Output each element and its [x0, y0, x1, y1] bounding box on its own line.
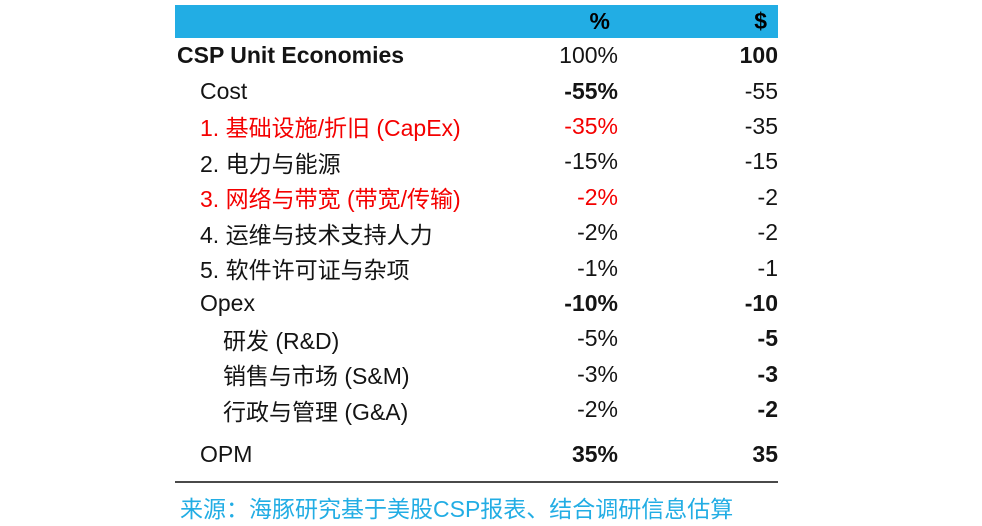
- row-label: CSP Unit Economies: [177, 42, 405, 69]
- row-percent-value: -5%: [577, 325, 618, 352]
- row-dollar-value: -2: [757, 396, 778, 423]
- row-dollar-value: -2: [757, 219, 778, 246]
- row-percent-value: -35%: [564, 112, 618, 139]
- table-row-cost: Cost -55% -55: [175, 73, 778, 108]
- table-row-csp-unit-economies: CSP Unit Economies 100% 100: [175, 38, 778, 73]
- row-label: 3. 网络与带宽 (带宽/传输): [200, 186, 461, 213]
- table-row-power-energy: 2. 电力与能源 -15% -15: [175, 144, 778, 179]
- table-row-general-admin: 行政与管理 (G&A) -2% -2: [175, 392, 778, 427]
- row-label: 销售与市场 (S&M): [223, 363, 410, 390]
- row-dollar-value: 100: [739, 42, 778, 69]
- row-label: OPM: [200, 441, 253, 468]
- row-dollar-value: -3: [757, 360, 778, 387]
- row-label: Opex: [200, 289, 255, 316]
- row-percent-value: 35%: [571, 441, 618, 468]
- row-dollar-value: -35: [744, 112, 778, 139]
- row-dollar-value: 35: [752, 441, 778, 468]
- table-row-infrastructure-capex: 1. 基础设施/折旧 (CapEx) -35% -35: [175, 109, 778, 144]
- column-header-dollar: $: [754, 8, 767, 34]
- row-dollar-value: -5: [757, 325, 778, 352]
- table-row-software-licenses: 5. 软件许可证与杂项 -1% -1: [175, 250, 778, 285]
- row-label: 1. 基础设施/折旧 (CapEx): [200, 115, 461, 142]
- row-dollar-value: -10: [744, 289, 778, 316]
- row-percent-value: -55%: [564, 77, 618, 104]
- row-percent-value: -2%: [577, 183, 618, 210]
- row-percent-value: -3%: [577, 360, 618, 387]
- row-percent-value: -1%: [577, 254, 618, 281]
- row-label: 4. 运维与技术支持人力: [200, 221, 433, 248]
- row-percent-value: -2%: [577, 219, 618, 246]
- source-note: 来源：海豚研究基于美股CSP报表、结合调研信息估算: [180, 495, 734, 522]
- row-percent-value: -10%: [564, 289, 618, 316]
- divider-line: [175, 480, 778, 483]
- row-dollar-value: -2: [757, 183, 778, 210]
- table-row-ops-support-staff: 4. 运维与技术支持人力 -2% -2: [175, 215, 778, 250]
- row-dollar-value: -15: [744, 148, 778, 175]
- row-label: Cost: [200, 77, 248, 104]
- row-percent-value: -2%: [577, 396, 618, 423]
- table-row-opm: OPM 35% 35: [175, 437, 778, 472]
- table-header-row: % $: [175, 5, 778, 38]
- row-label: 行政与管理 (G&A): [223, 398, 409, 425]
- row-dollar-value: -1: [757, 254, 778, 281]
- row-percent-value: 100%: [559, 42, 618, 69]
- table-row-opex: Opex -10% -10: [175, 286, 778, 321]
- table-row-rnd: 研发 (R&D) -5% -5: [175, 321, 778, 356]
- row-label: 5. 软件许可证与杂项: [200, 257, 410, 284]
- row-dollar-value: -55: [744, 77, 778, 104]
- row-label: 2. 电力与能源: [200, 150, 341, 177]
- row-label: 研发 (R&D): [223, 327, 340, 354]
- table-row-network-bandwidth: 3. 网络与带宽 (带宽/传输) -2% -2: [175, 180, 778, 215]
- unit-economies-table: % $ CSP Unit Economies 100% 100 Cost -55…: [175, 5, 778, 524]
- table-row-sales-marketing: 销售与市场 (S&M) -3% -3: [175, 357, 778, 392]
- row-percent-value: -15%: [564, 148, 618, 175]
- column-header-percent: %: [589, 8, 610, 34]
